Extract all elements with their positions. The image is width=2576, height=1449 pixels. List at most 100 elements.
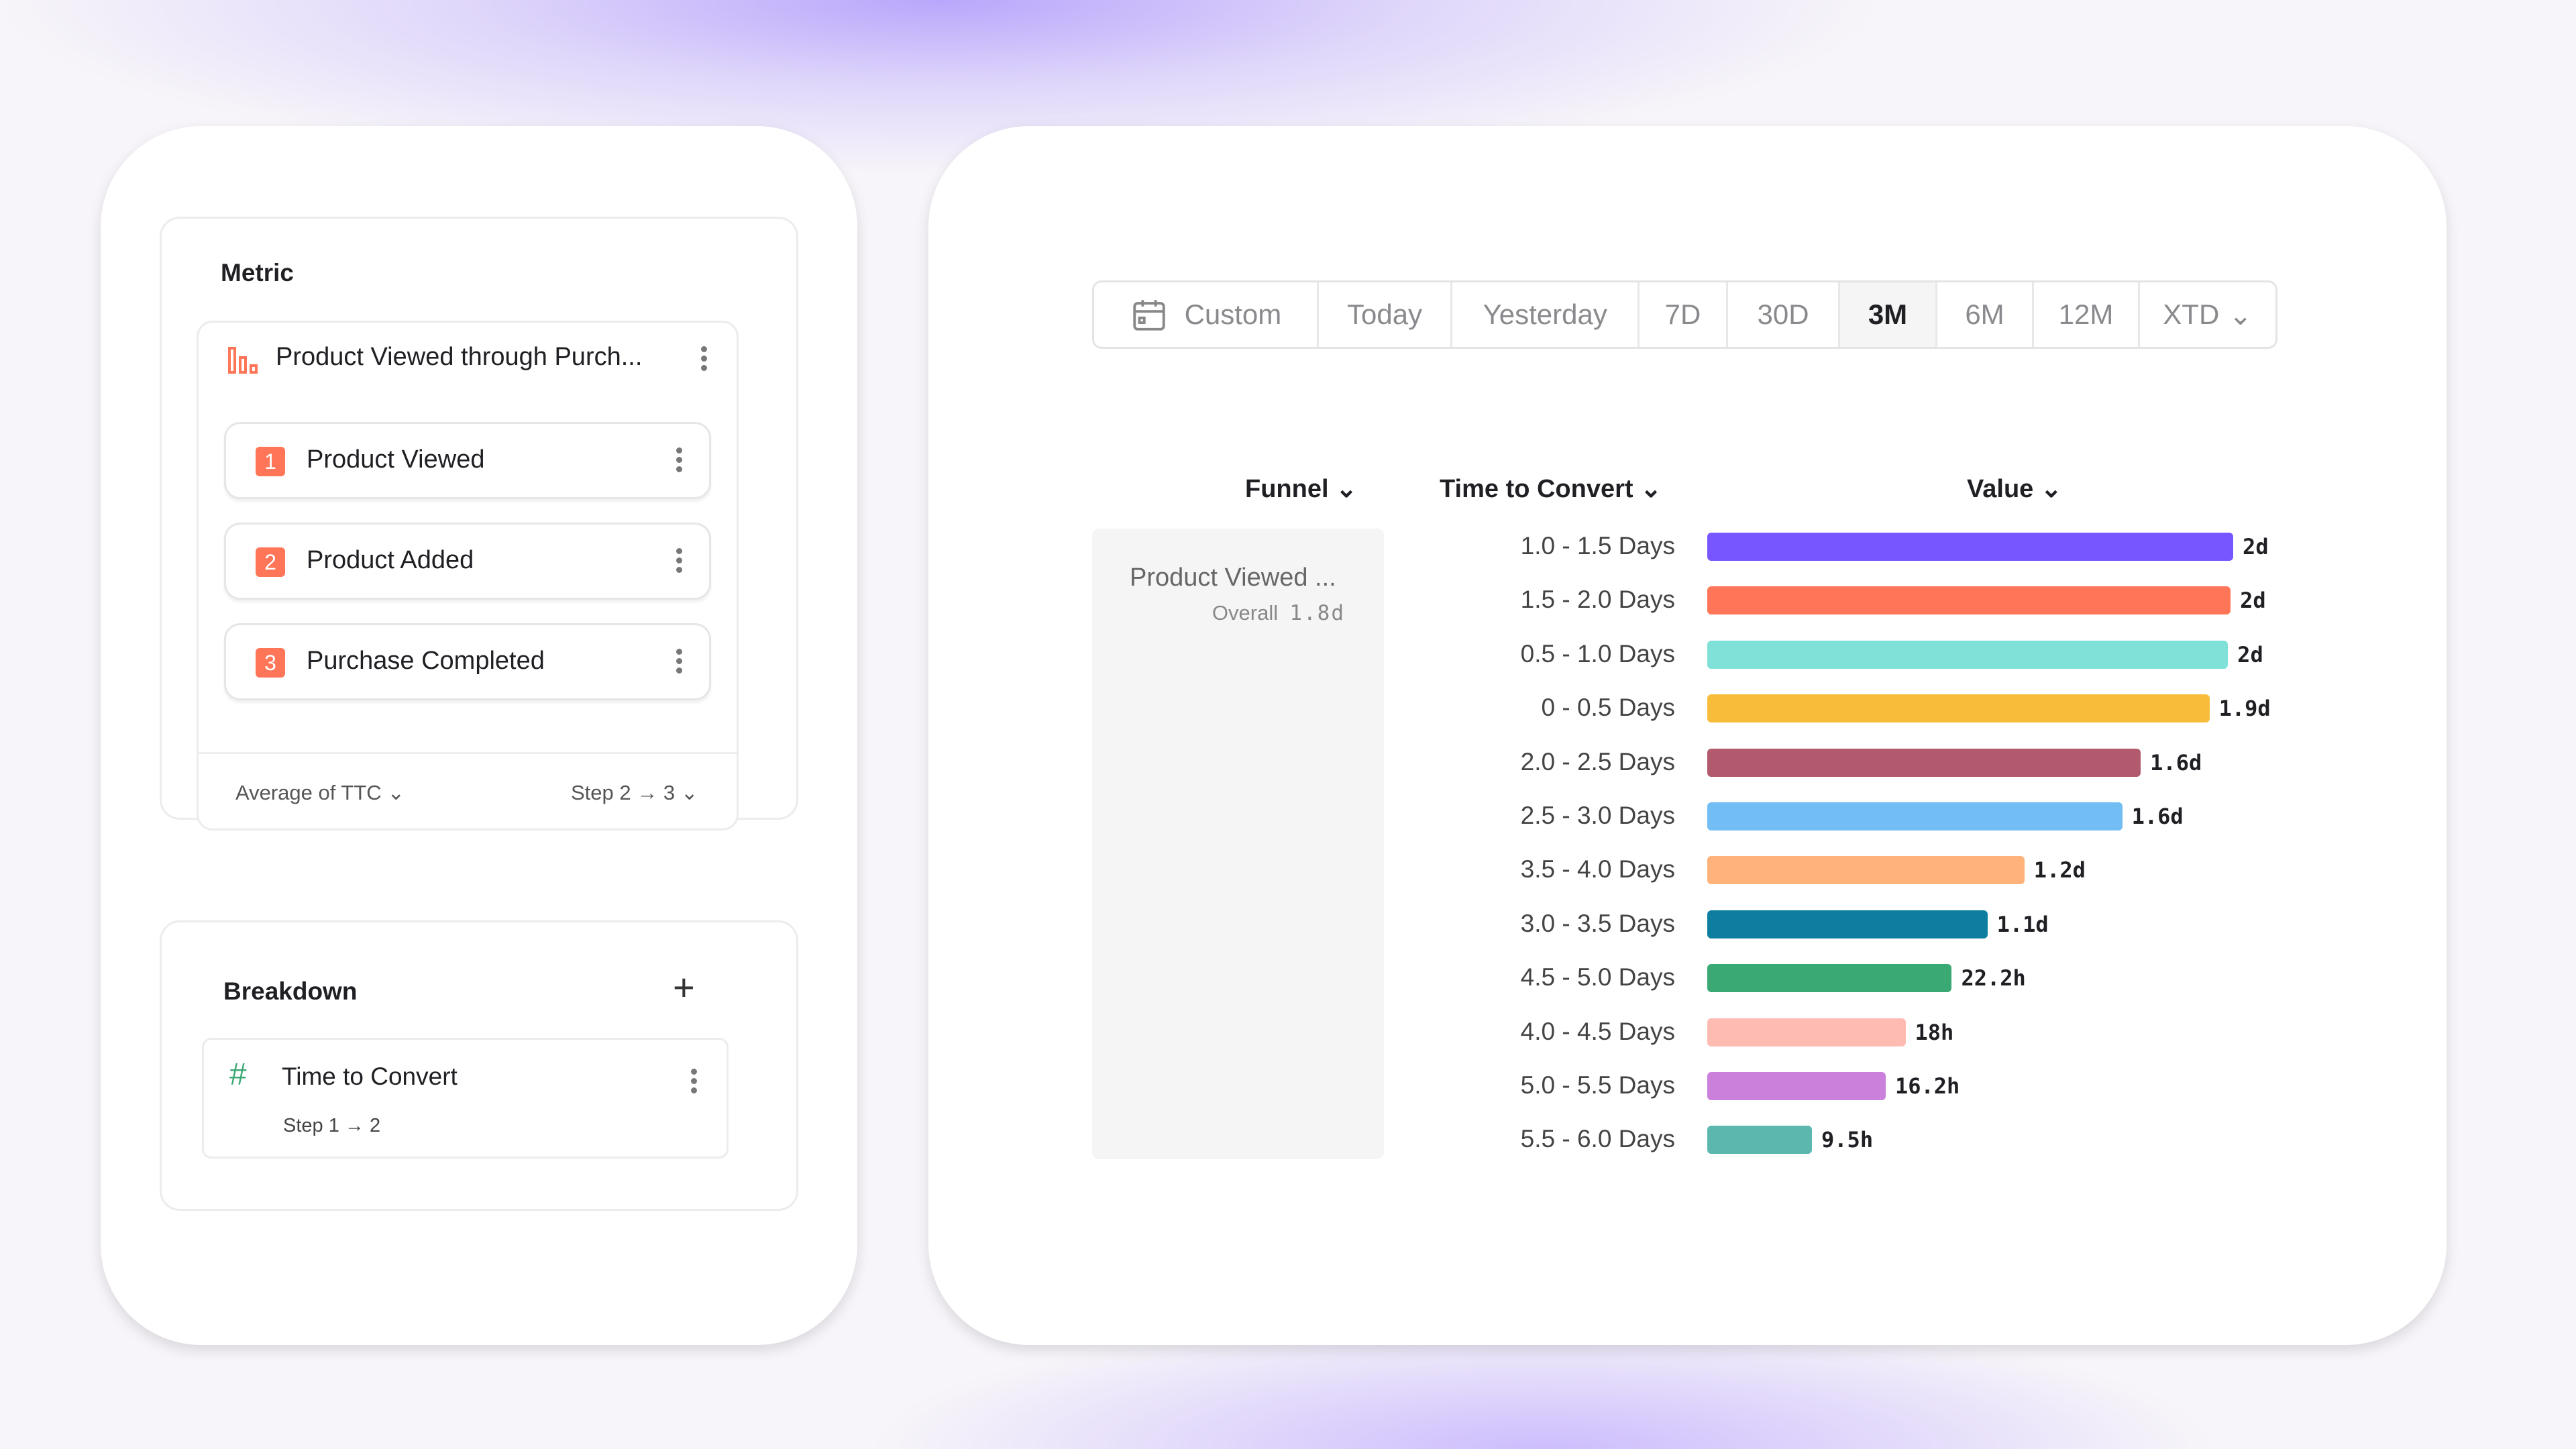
chart-row: 3.5 - 4.0 Days 1.2d [0, 850, 2576, 890]
value-label: 2d [2243, 534, 2269, 559]
value-label: 1.1d [1996, 911, 2049, 937]
value-label: 1.2d [2033, 857, 2086, 883]
funnel-step[interactable]: 2 Product Added [224, 523, 711, 600]
value-bar[interactable] [1707, 694, 2210, 723]
chart-row: 2.5 - 3.0 Days 1.6d [0, 796, 2576, 837]
funnel-cell: Product Viewed ... Overall 1.8d [1092, 529, 1384, 1159]
step-range-dropdown[interactable]: Step 2 → 3 ⌄ [571, 781, 698, 805]
more-options-icon[interactable] [676, 444, 682, 476]
overall-summary: Overall 1.8d [1212, 601, 1345, 625]
breakdown-item[interactable]: # Time to Convert Step 1 → 2 [202, 1038, 729, 1159]
value-label: 16.2h [1894, 1073, 1960, 1099]
chevron-down-icon: ⌄ [2229, 299, 2253, 331]
aggregation-dropdown[interactable]: Average of TTC ⌄ [235, 781, 405, 805]
value-label: 22.2h [1961, 965, 2026, 991]
step-label: Product Viewed [307, 445, 485, 474]
breakdown-item-sublabel: Step 1 → 2 [283, 1115, 381, 1136]
value-label: 1.6d [2150, 749, 2202, 775]
value-bar[interactable] [1707, 586, 2231, 615]
value-label: 1.9d [2218, 696, 2271, 722]
value-bar[interactable] [1707, 856, 2025, 885]
bucket-label: 2.5 - 3.0 Days [1520, 802, 1675, 829]
chevron-down-icon: ⌄ [680, 781, 698, 804]
more-options-icon[interactable] [700, 343, 707, 374]
metric-title: Metric [221, 259, 294, 286]
funnel-metric-name[interactable]: Product Viewed through Purch... [276, 343, 643, 371]
date-option-xtd[interactable]: XTD ⌄ [2140, 282, 2275, 347]
add-breakdown-button[interactable]: + [673, 966, 695, 1008]
value-bar[interactable] [1707, 640, 2229, 669]
chevron-down-icon: ⌄ [1640, 475, 1662, 503]
date-option-label: 6M [1965, 299, 2004, 330]
left-panel: Metric Product Viewed through Purch... 1… [101, 126, 857, 1345]
value-bar[interactable] [1707, 1072, 1886, 1100]
funnel-chart-icon [228, 347, 258, 374]
date-option-label: 3M [1868, 299, 1908, 330]
step-number-badge: 2 [256, 547, 285, 577]
more-options-icon[interactable] [676, 545, 682, 576]
chart-row: 5.0 - 5.5 Days 16.2h [0, 1066, 2576, 1106]
date-option-6m[interactable]: 6M [1937, 282, 2035, 347]
chart-row: 0.5 - 1.0 Days 2d [0, 635, 2576, 675]
date-option-7d[interactable]: 7D [1640, 282, 1728, 347]
date-option-custom[interactable]: Custom [1094, 282, 1319, 347]
aggregation-label: Average of TTC [235, 781, 382, 804]
value-column-header[interactable]: Value ⌄ [1967, 475, 2062, 503]
bucket-label: 2.0 - 2.5 Days [1520, 747, 1675, 775]
step-label: Purchase Completed [307, 647, 545, 675]
chart-row: 4.5 - 5.0 Days 22.2h [0, 958, 2576, 998]
overall-value: 1.8d [1289, 601, 1345, 625]
chart-row: 5.5 - 6.0 Days 9.5h [0, 1120, 2576, 1160]
date-option-yesterday[interactable]: Yesterday [1452, 282, 1640, 347]
value-bar[interactable] [1707, 1018, 1906, 1046]
bucket-label: 1.0 - 1.5 Days [1520, 532, 1675, 559]
step-range-label: Step 2 → 3 [571, 781, 676, 804]
date-option-label: 30D [1757, 299, 1809, 330]
value-bar[interactable] [1707, 1126, 1813, 1155]
bucket-label: 3.0 - 3.5 Days [1520, 909, 1675, 937]
funnel-step[interactable]: 1 Product Viewed [224, 422, 711, 499]
value-bar[interactable] [1707, 910, 1988, 938]
funnel-metric-card: Product Viewed through Purch... 1 Produc… [197, 321, 739, 830]
footer-divider [199, 752, 737, 754]
breakdown-section: Breakdown + # Time to Convert Step 1 → 2 [160, 920, 798, 1211]
funnel-cell-name[interactable]: Product Viewed ... [1130, 564, 1336, 592]
date-range-selector: Custom Today Yesterday 7D 30D 3M 6M 12M XTD ⌄ [1092, 280, 2277, 349]
value-label: 2d [2237, 641, 2263, 667]
bucket-label: 0.5 - 1.0 Days [1520, 639, 1675, 667]
chart-row: 0 - 0.5 Days 1.9d [0, 688, 2576, 729]
more-options-icon[interactable] [690, 1065, 697, 1097]
date-option-today[interactable]: Today [1319, 282, 1453, 347]
date-option-label: Custom [1184, 299, 1282, 330]
bucket-label: 1.5 - 2.0 Days [1520, 586, 1675, 614]
funnel-step[interactable]: 3 Purchase Completed [224, 623, 711, 700]
chart-row: 1.5 - 2.0 Days 2d [0, 580, 2576, 621]
date-option-12m[interactable]: 12M [2034, 282, 2140, 347]
value-bar[interactable] [1707, 802, 2123, 830]
more-options-icon[interactable] [676, 645, 682, 677]
date-option-label: 12M [2058, 299, 2114, 330]
hash-icon: # [229, 1057, 247, 1091]
value-label: 9.5h [1821, 1127, 1874, 1153]
breakdown-item-label: Time to Convert [282, 1063, 458, 1090]
value-bar[interactable] [1707, 964, 1952, 993]
breakdown-title: Breakdown [223, 977, 358, 1005]
date-option-30d[interactable]: 30D [1728, 282, 1841, 347]
chart-row: 1.0 - 1.5 Days 2d [0, 527, 2576, 567]
calendar-icon [1132, 300, 1165, 331]
overall-label: Overall [1212, 601, 1279, 625]
date-option-label: 7D [1664, 299, 1701, 330]
date-option-3m[interactable]: 3M [1840, 282, 1937, 347]
value-label: 1.6d [2131, 804, 2184, 829]
chart-row: 3.0 - 3.5 Days 1.1d [0, 904, 2576, 945]
chart-row: 2.0 - 2.5 Days 1.6d [0, 743, 2576, 783]
funnel-column-header[interactable]: Funnel ⌄ [1245, 475, 1357, 503]
ttc-column-header[interactable]: Time to Convert ⌄ [1440, 475, 1662, 503]
chevron-down-icon: ⌄ [1336, 475, 1357, 503]
value-bar[interactable] [1707, 533, 2234, 561]
value-bar[interactable] [1707, 748, 2141, 777]
date-option-label: XTD [2163, 299, 2220, 330]
bucket-label: 4.5 - 5.0 Days [1520, 963, 1675, 991]
step-label: Product Added [307, 546, 474, 574]
bucket-label: 4.0 - 4.5 Days [1520, 1017, 1675, 1045]
